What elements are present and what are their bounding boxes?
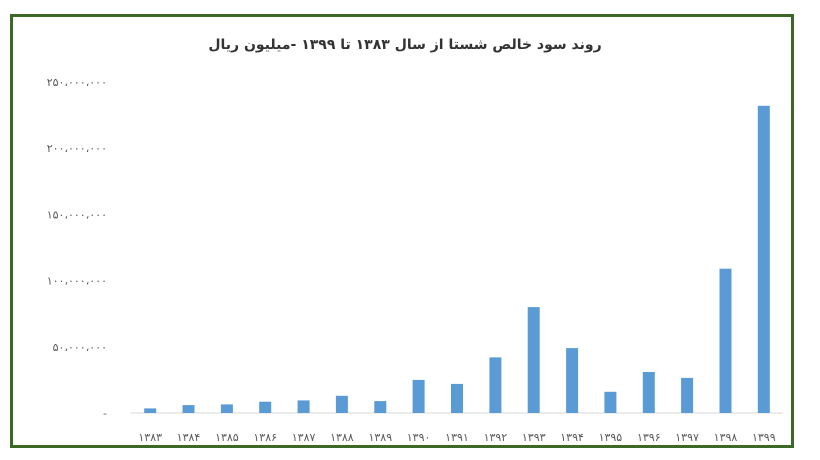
bar — [374, 401, 387, 413]
bar — [681, 377, 694, 413]
bar — [642, 372, 655, 413]
bar — [451, 383, 463, 413]
x-tick-label: ۱۳۹۶ — [637, 431, 661, 444]
chart-title: روند سود خالص شستا از سال ۱۳۸۳ تا ۱۳۹۹ -… — [208, 37, 602, 53]
bar — [412, 379, 425, 413]
x-tick-label: ۱۳۸۸ — [330, 431, 354, 444]
x-tick-label: ۱۳۸۵ — [215, 431, 239, 444]
y-tick-label: ۱۵۰،۰۰۰،۰۰۰ — [47, 208, 107, 221]
bar-chart: - ۵۰،۰۰۰،۰۰۰ ۱۰۰،۰۰۰،۰۰۰ ۱۵۰،۰۰۰،۰۰۰ ۲۰۰،۰۰۰… — [47, 76, 783, 444]
y-tick-label: ۵۰،۰۰۰،۰۰۰ — [53, 341, 107, 354]
bar — [259, 401, 272, 413]
x-tick-label: ۱۳۸۳ — [138, 431, 162, 444]
x-tick-label: ۱۳۸۷ — [292, 431, 316, 444]
bar — [297, 400, 310, 413]
bar — [757, 105, 770, 414]
x-tick-label: ۱۳۹۱ — [445, 431, 469, 444]
x-tick-label: ۱۳۸۶ — [253, 431, 277, 444]
bar — [527, 307, 540, 413]
bar — [566, 348, 579, 413]
x-tick-label: ۱۳۹۷ — [675, 431, 699, 444]
y-tick-label: ۱۰۰،۰۰۰،۰۰۰ — [47, 275, 107, 288]
x-tick-label: ۱۳۹۲ — [484, 431, 508, 444]
bar — [220, 404, 233, 413]
x-tick-label: ۱۳۸۹ — [368, 431, 392, 444]
bar — [182, 405, 195, 413]
x-tick-label: ۱۳۹۴ — [560, 431, 584, 444]
bar — [489, 357, 502, 413]
y-tick-label: ۲۵۰،۰۰۰،۰۰۰ — [47, 76, 107, 89]
x-tick-label: ۱۳۹۵ — [599, 431, 623, 444]
y-tick-label: ۲۰۰،۰۰۰،۰۰۰ — [47, 142, 107, 155]
y-tick-label: - — [103, 407, 107, 420]
bar — [144, 408, 157, 413]
x-tick-label: ۱۳۸۴ — [177, 431, 201, 444]
x-tick-label: ۱۳۹۳ — [522, 431, 546, 444]
x-tick-label: ۱۳۹۸ — [714, 431, 738, 444]
chart-frame: روند سود خالص شستا از سال ۱۳۸۳ تا ۱۳۹۹ -… — [10, 14, 794, 448]
x-tick-label: ۱۳۹۰ — [407, 431, 431, 444]
x-tick-label: ۱۳۹۹ — [752, 431, 776, 444]
bar — [604, 391, 617, 413]
bar — [719, 268, 732, 413]
bar — [335, 395, 348, 413]
